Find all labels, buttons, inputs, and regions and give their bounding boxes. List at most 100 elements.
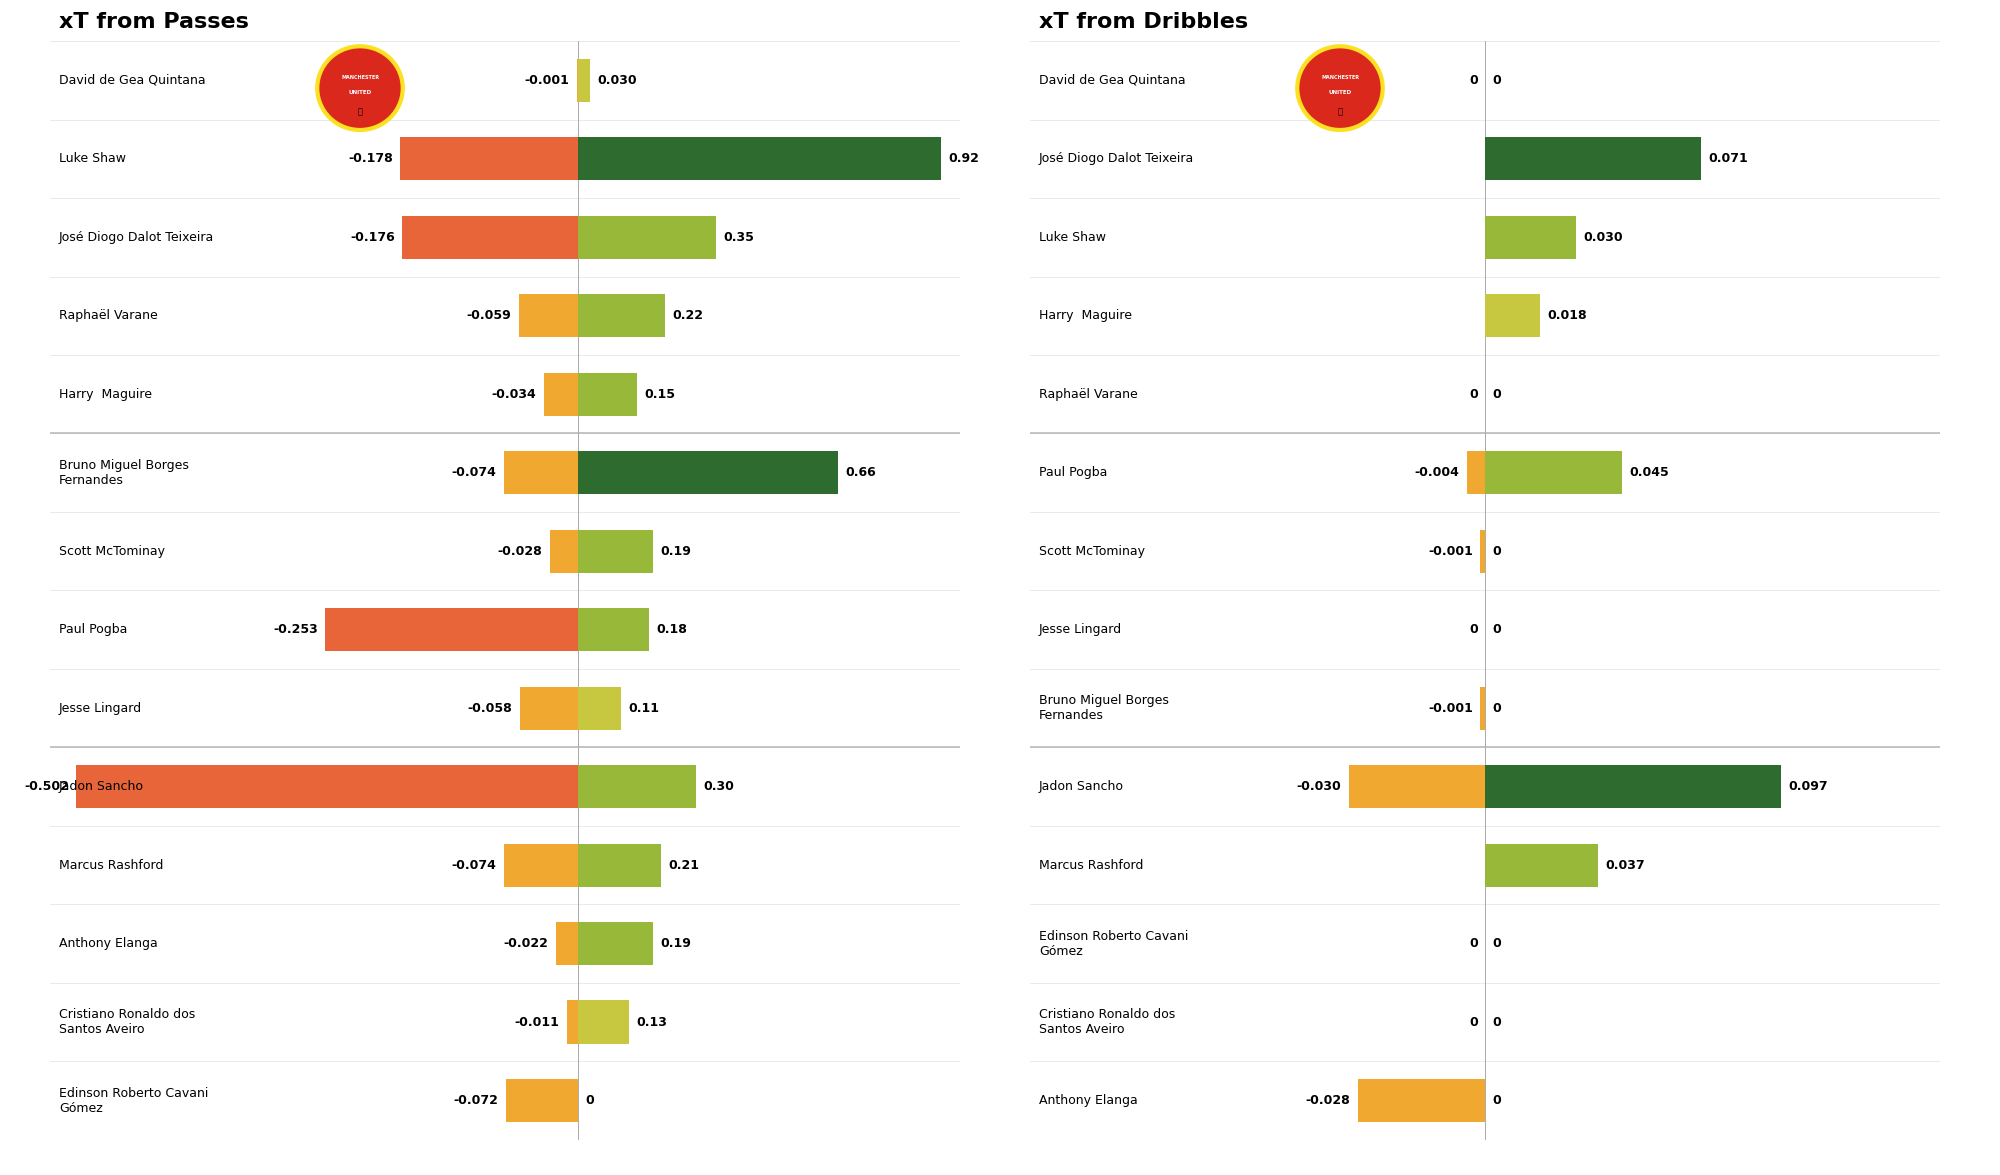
Bar (504, 844, 578, 887)
Text: Anthony Elanga: Anthony Elanga (1040, 1094, 1138, 1107)
Text: 0.92: 0.92 (948, 153, 980, 166)
Bar (1466, 451, 1484, 495)
Text: Scott McTominay: Scott McTominay (1040, 545, 1146, 558)
Text: Cristiano Ronaldo dos
Santos Aveiro: Cristiano Ronaldo dos Santos Aveiro (1040, 1008, 1176, 1036)
Text: 0.097: 0.097 (1788, 780, 1828, 793)
Text: ⚽: ⚽ (358, 108, 362, 116)
Bar (1480, 686, 1484, 730)
Text: 0.19: 0.19 (660, 938, 690, 951)
Bar (1480, 530, 1484, 572)
Text: 0.18: 0.18 (656, 623, 686, 636)
Text: Luke Shaw: Luke Shaw (1040, 230, 1106, 243)
Text: -0.502: -0.502 (24, 780, 70, 793)
Bar (400, 137, 578, 181)
Text: David de Gea Quintana: David de Gea Quintana (1040, 74, 1186, 87)
Text: -0.072: -0.072 (454, 1094, 498, 1107)
Text: -0.074: -0.074 (452, 466, 496, 479)
Text: -0.176: -0.176 (350, 230, 394, 243)
Circle shape (318, 46, 402, 130)
Text: MANCHESTER: MANCHESTER (340, 74, 380, 80)
Bar (402, 216, 578, 258)
Text: 0: 0 (1468, 388, 1478, 401)
Text: 0.071: 0.071 (1708, 153, 1748, 166)
Text: -0.034: -0.034 (492, 388, 536, 401)
Text: Marcus Rashford: Marcus Rashford (60, 859, 164, 872)
Circle shape (1298, 46, 1382, 130)
Text: 0: 0 (1468, 938, 1478, 951)
Text: Paul Pogba: Paul Pogba (1040, 466, 1108, 479)
Bar (326, 609, 578, 651)
Text: 0.19: 0.19 (660, 545, 690, 558)
Bar (506, 1079, 578, 1122)
Text: -0.074: -0.074 (452, 859, 496, 872)
Text: 0.66: 0.66 (846, 466, 876, 479)
Text: 0.018: 0.018 (1548, 309, 1586, 322)
Text: Edinson Roberto Cavani
Gómez: Edinson Roberto Cavani Gómez (1040, 929, 1188, 958)
Text: 0.30: 0.30 (704, 780, 734, 793)
Bar (1484, 137, 1702, 181)
Text: -0.004: -0.004 (1414, 466, 1460, 479)
Bar (1484, 294, 1540, 337)
Text: xT from Passes: xT from Passes (60, 12, 248, 32)
Text: 0.11: 0.11 (628, 701, 660, 714)
Text: -0.001: -0.001 (1428, 545, 1474, 558)
Text: Raphaël Varane: Raphaël Varane (60, 309, 158, 322)
Text: 0: 0 (1492, 623, 1502, 636)
Text: Cristiano Ronaldo dos
Santos Aveiro: Cristiano Ronaldo dos Santos Aveiro (60, 1008, 196, 1036)
Text: 0: 0 (586, 1094, 594, 1107)
Text: 0.22: 0.22 (672, 309, 702, 322)
Bar (520, 686, 578, 730)
Bar (1484, 451, 1622, 495)
Text: Bruno Miguel Borges
Fernandes: Bruno Miguel Borges Fernandes (60, 458, 188, 486)
Text: 0.045: 0.045 (1630, 466, 1670, 479)
Bar (578, 686, 622, 730)
Text: Raphaël Varane: Raphaël Varane (1040, 388, 1138, 401)
Text: Bruno Miguel Borges
Fernandes: Bruno Miguel Borges Fernandes (1040, 694, 1168, 723)
Bar (518, 294, 578, 337)
Text: Anthony Elanga: Anthony Elanga (60, 938, 158, 951)
Text: -0.028: -0.028 (1306, 1094, 1350, 1107)
Text: -0.001: -0.001 (524, 74, 570, 87)
Text: 0: 0 (1492, 1015, 1502, 1028)
Bar (578, 216, 716, 258)
Bar (1484, 765, 1780, 808)
Bar (1358, 1079, 1484, 1122)
Text: 0.15: 0.15 (644, 388, 676, 401)
Bar (578, 922, 652, 965)
Bar (578, 609, 648, 651)
Text: Jadon Sancho: Jadon Sancho (60, 780, 144, 793)
Text: 0: 0 (1492, 938, 1502, 951)
Bar (550, 530, 578, 572)
Text: Scott McTominay: Scott McTominay (60, 545, 166, 558)
Text: Jesse Lingard: Jesse Lingard (60, 701, 142, 714)
Text: -0.253: -0.253 (274, 623, 318, 636)
Text: -0.178: -0.178 (348, 153, 392, 166)
Text: Harry  Maguire: Harry Maguire (1040, 309, 1132, 322)
Bar (578, 59, 590, 102)
Text: José Diogo Dalot Teixeira: José Diogo Dalot Teixeira (60, 230, 214, 243)
Bar (578, 844, 660, 887)
Bar (578, 372, 636, 416)
Text: Marcus Rashford: Marcus Rashford (1040, 859, 1144, 872)
Bar (76, 765, 578, 808)
Text: Jadon Sancho: Jadon Sancho (1040, 780, 1124, 793)
Bar (578, 451, 838, 495)
Text: 0: 0 (1492, 1094, 1502, 1107)
Text: -0.030: -0.030 (1296, 780, 1342, 793)
Text: Harry  Maguire: Harry Maguire (60, 388, 152, 401)
Text: 0: 0 (1492, 388, 1502, 401)
Text: 0.030: 0.030 (1584, 230, 1624, 243)
Text: Edinson Roberto Cavani
Gómez: Edinson Roberto Cavani Gómez (60, 1087, 208, 1115)
Text: 0: 0 (1492, 545, 1502, 558)
Bar (578, 1000, 630, 1043)
Bar (504, 451, 578, 495)
Text: 0.21: 0.21 (668, 859, 698, 872)
Text: David de Gea Quintana: David de Gea Quintana (60, 74, 206, 87)
Text: 0: 0 (1468, 74, 1478, 87)
Bar (1484, 844, 1598, 887)
Text: Luke Shaw: Luke Shaw (60, 153, 126, 166)
Text: José Diogo Dalot Teixeira: José Diogo Dalot Teixeira (1040, 153, 1194, 166)
Text: ⚽: ⚽ (1338, 108, 1342, 116)
Bar (556, 922, 578, 965)
Text: 0.35: 0.35 (724, 230, 754, 243)
